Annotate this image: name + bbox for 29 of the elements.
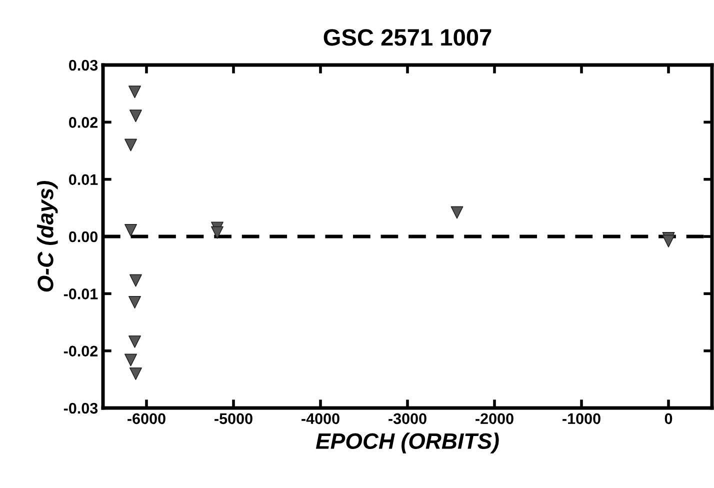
chart-title: GSC 2571 1007 [324, 29, 492, 46]
y-tick-label: 0.02 [69, 117, 98, 128]
y-axis-title: O-C (days) [37, 180, 58, 292]
point [124, 224, 137, 236]
x-tick-label: -3000 [388, 413, 426, 424]
point [128, 335, 141, 348]
y-tick-label: -0.02 [64, 346, 98, 357]
point [124, 354, 137, 366]
point [129, 110, 142, 122]
x-axis-title: EPOCH (ORBITS) [316, 432, 499, 454]
y-tick-label: -0.01 [64, 288, 98, 300]
point [124, 138, 137, 152]
y-tick-label: -0.03 [64, 402, 98, 414]
point [662, 234, 675, 248]
x-tick-label: -6000 [128, 413, 166, 424]
point [450, 206, 464, 219]
y-tick-label: 0.00 [69, 231, 98, 242]
point [211, 226, 224, 239]
x-tick-label: 0 [664, 413, 672, 424]
y-tick-label: 0.01 [69, 174, 98, 186]
x-tick-label: -4000 [302, 413, 340, 424]
y-tick-label: 0.03 [69, 60, 98, 71]
point [128, 86, 141, 98]
point [128, 296, 141, 308]
x-tick-label: -5000 [214, 413, 252, 424]
point [129, 274, 142, 287]
x-tick-label: -1000 [562, 413, 600, 424]
point [129, 367, 142, 380]
x-tick-label: -2000 [476, 413, 514, 424]
